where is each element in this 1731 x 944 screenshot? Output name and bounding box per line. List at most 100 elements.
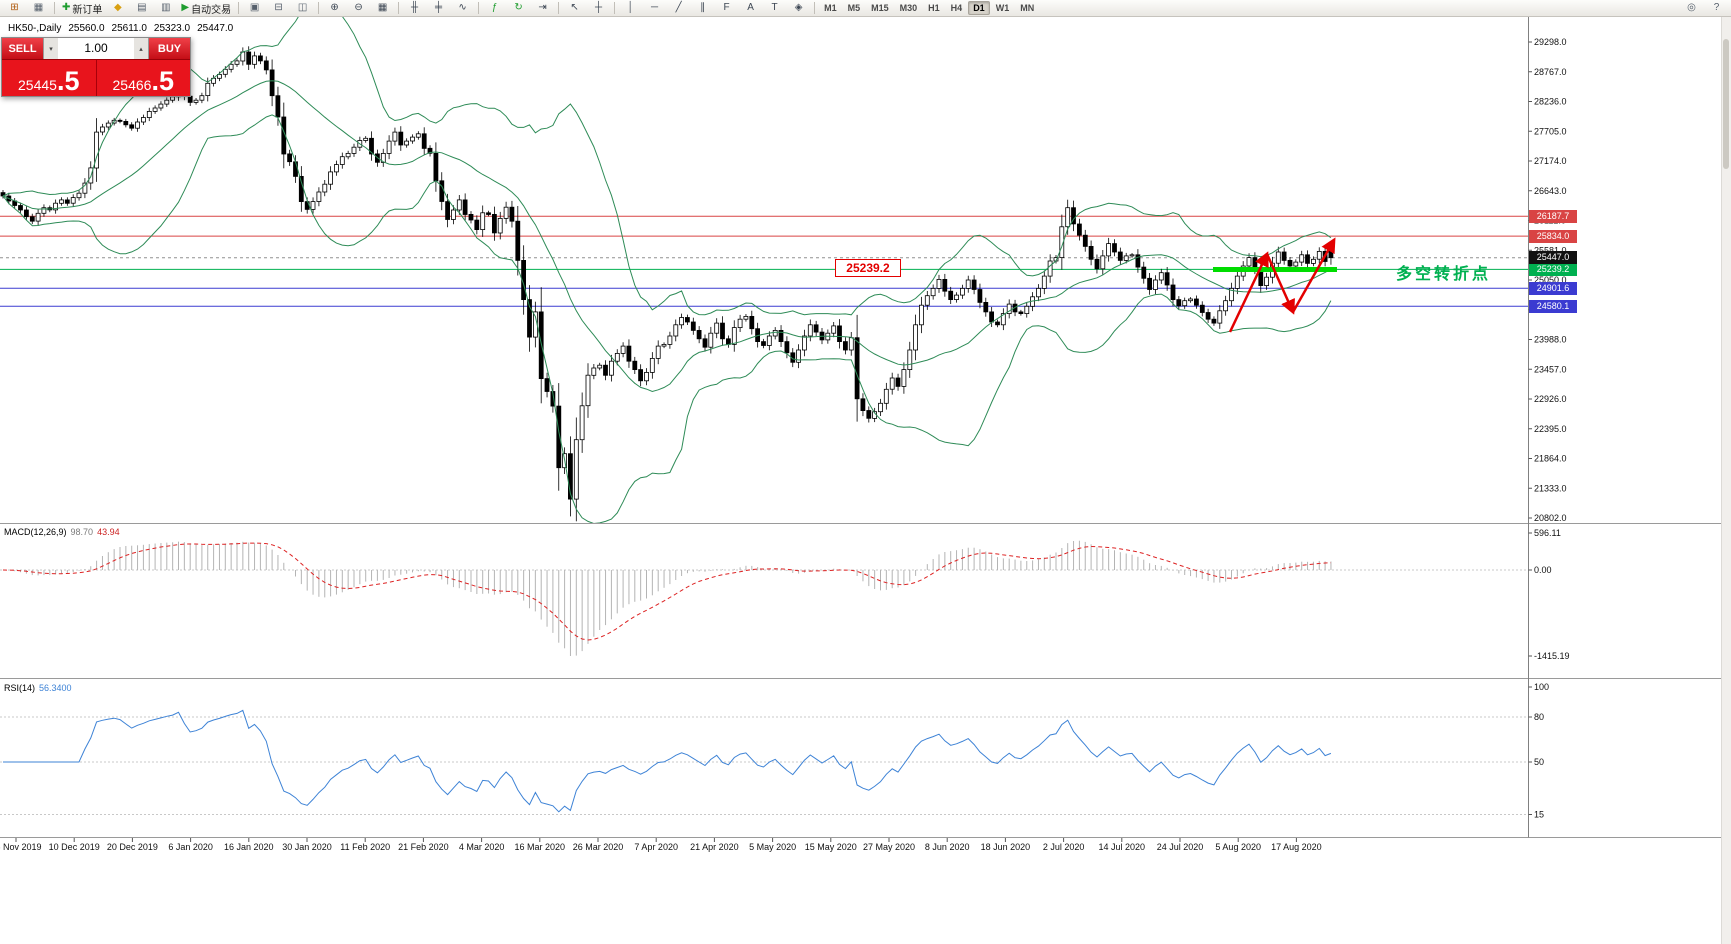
indicators-button[interactable]: ƒ <box>483 0 506 17</box>
buy-price-main: 25466 <box>112 77 152 93</box>
rsi-axis-label: 80 <box>1534 712 1544 722</box>
date-axis-label: 6 Jan 2020 <box>168 842 213 852</box>
vertical-line-icon: │ <box>627 2 634 13</box>
date-axis-label: 20 Dec 2019 <box>107 842 158 852</box>
one-click-trading-panel: SELL ▾ 1.00 ▴ BUY 25445.5 25466.5 <box>1 37 191 97</box>
toolbar-right-group: ◎? <box>1680 0 1728 17</box>
market-watch-button[interactable]: ▤ <box>130 0 153 17</box>
new-order-icon: ✚ <box>62 2 71 13</box>
price-axis-label: 26643.0 <box>1534 186 1567 196</box>
tile-charts-icon: ▦ <box>377 2 388 13</box>
autotrading-button[interactable]: ▶ 自动交易 <box>178 0 234 17</box>
timeframe-m15-button[interactable]: M15 <box>871 3 889 13</box>
trend-arrow-up-2[interactable] <box>1291 237 1336 313</box>
toolbar-separator <box>238 2 240 14</box>
timeframe-h4-button[interactable]: H4 <box>950 3 963 13</box>
auto-scroll-button[interactable]: ↻ <box>507 0 530 17</box>
timeframe-mn-button[interactable]: MN <box>1020 3 1035 13</box>
vertical-line-button[interactable]: │ <box>619 0 642 17</box>
buy-button[interactable]: BUY <box>149 38 190 59</box>
date-axis-label: 5 Aug 2020 <box>1215 842 1261 852</box>
cascade-windows-button[interactable]: ▣ <box>243 0 266 17</box>
price-axis-label: 21864.0 <box>1534 454 1567 464</box>
price-axis-label: 29298.0 <box>1534 37 1567 47</box>
toolbar-separator <box>398 2 400 14</box>
zoom-in-icon: ⊕ <box>330 2 339 13</box>
cascade-windows-icon: ▣ <box>249 2 260 13</box>
fibonacci-button[interactable]: F <box>715 0 738 17</box>
tile-vertical-icon: ◫ <box>297 2 308 13</box>
crosshair-button[interactable]: ┼ <box>587 0 610 17</box>
tile-horizontal-button[interactable]: ⊟ <box>267 0 290 17</box>
timeframe-m5-button[interactable]: M5 <box>847 3 861 13</box>
timeframe-m1-button[interactable]: M1 <box>824 3 837 13</box>
trendline-button[interactable]: ╱ <box>667 0 690 17</box>
sell-button[interactable]: SELL <box>2 38 43 59</box>
price-axis-label: 22395.0 <box>1534 424 1567 434</box>
indicators-icon: ƒ <box>491 2 498 13</box>
zoom-out-button[interactable]: ⊖ <box>347 0 370 17</box>
trend-arrow-up-1[interactable] <box>1228 251 1269 333</box>
date-axis-label: 16 Jan 2020 <box>224 842 274 852</box>
bollinger-bands <box>2 17 1332 523</box>
fibonacci-icon: F <box>723 2 730 13</box>
scrollbar-thumb[interactable] <box>1723 39 1729 169</box>
text-button[interactable]: A <box>739 0 762 17</box>
text-label-button[interactable]: T <box>763 0 786 17</box>
date-axis-label: 26 Mar 2020 <box>573 842 624 852</box>
volume-field[interactable]: ▾ 1.00 ▴ <box>43 38 149 59</box>
date-axis-label: 5 May 2020 <box>749 842 796 852</box>
arrows-button[interactable]: ◈ <box>787 0 810 17</box>
rsi-axis-label: 50 <box>1534 757 1544 767</box>
horizontal-line-button[interactable]: ─ <box>643 0 666 17</box>
volume-decrease-button[interactable]: ▾ <box>44 38 58 59</box>
toolbar-separator <box>558 2 560 14</box>
zoom-in-button[interactable]: ⊕ <box>323 0 346 17</box>
new-chart-button[interactable]: ⊞ <box>3 0 26 17</box>
timeframe-w1-button[interactable]: W1 <box>995 3 1010 13</box>
trade-panel-prices: 25445.5 25466.5 <box>2 60 190 96</box>
tile-vertical-button[interactable]: ◫ <box>291 0 314 17</box>
new-order-button-label: 新订单 <box>72 4 103 16</box>
volume-value[interactable]: 1.00 <box>84 41 108 55</box>
sell-price-main: 25445 <box>18 77 57 93</box>
help-icon: ? <box>1713 2 1720 13</box>
cursor-button[interactable]: ↖ <box>563 0 586 17</box>
text-label-icon: T <box>771 2 778 13</box>
profiles-button[interactable]: ▦ <box>27 0 50 17</box>
price-axis-label: 28767.0 <box>1534 67 1567 77</box>
price-axis-label: 27705.0 <box>1534 126 1567 136</box>
volume-increase-button[interactable]: ▴ <box>134 38 148 59</box>
sell-price[interactable]: 25445.5 <box>2 60 97 96</box>
line-chart-button[interactable]: ∿ <box>451 0 474 17</box>
main-price-pane <box>0 17 1528 523</box>
buy-price[interactable]: 25466.5 <box>97 60 191 96</box>
timeframe-m30-button[interactable]: M30 <box>899 3 918 13</box>
bar-chart-button[interactable]: ╫ <box>403 0 426 17</box>
metaeditor-button[interactable]: ◆ <box>106 0 129 17</box>
timeframe-d1-button[interactable]: D1 <box>968 1 990 15</box>
search-icon: ◎ <box>1687 2 1696 13</box>
search-button[interactable]: ◎ <box>1680 0 1703 17</box>
channel-button[interactable]: ∥ <box>691 0 714 17</box>
candlestick-chart-button[interactable]: ╪ <box>427 0 450 17</box>
main-toolbar: ⊞ ▦ ✚ 新订单 ◆ ▤ ▥ ▶ 自动交易 ▣ ⊟ ◫ ⊕ ⊖ ▦ ╫ ╪ ∿ ƒ ↻ ⇥ ↖ ┼ │ ─ ╱ ∥ F A T ◈ M1 M5… <box>0 0 1731 17</box>
date-axis-label: 17 Aug 2020 <box>1271 842 1322 852</box>
strategy-tester-button[interactable]: ▥ <box>154 0 177 17</box>
line-chart-icon: ∿ <box>458 2 467 13</box>
trend-arrow-down[interactable] <box>1265 253 1295 315</box>
new-order-button[interactable]: ✚ 新订单 <box>59 0 105 17</box>
chart-shift-button[interactable]: ⇥ <box>531 0 554 17</box>
macd-axis-label: 0.00 <box>1534 565 1552 575</box>
arrows-icon: ◈ <box>794 2 803 13</box>
toolbar-separator <box>614 2 616 14</box>
price-axis-label: 20802.0 <box>1534 513 1567 523</box>
tile-charts-button[interactable]: ▦ <box>371 0 394 17</box>
chart-generated-layers: 29298.0 28767.0 28236.0 27705.0 27174.0 26643… <box>0 17 1731 852</box>
date-axis-label: 11 Feb 2020 <box>340 842 390 852</box>
timeframe-h1-button[interactable]: H1 <box>928 3 940 13</box>
vertical-scrollbar[interactable] <box>1721 17 1731 944</box>
help-button[interactable]: ? <box>1705 0 1728 17</box>
toolbar-separator <box>478 2 480 14</box>
